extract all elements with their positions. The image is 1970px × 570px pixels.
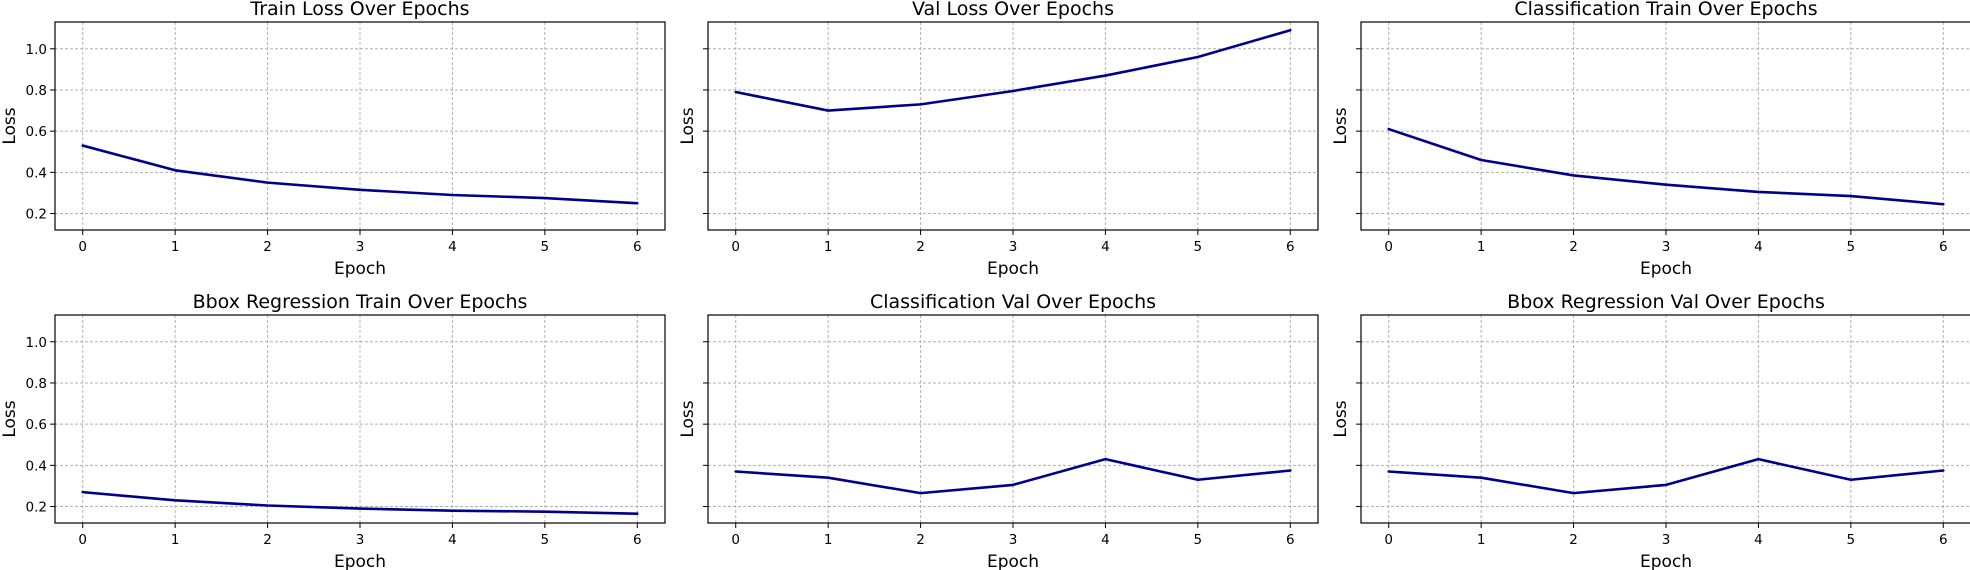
x-tick-label: 5	[1194, 532, 1203, 548]
y-axis-label: Loss	[0, 107, 20, 144]
x-tick-label: 3	[1662, 532, 1671, 548]
x-tick-label: 5	[541, 532, 550, 548]
chart-panel-6: 0 1 2 3 4 5 6 Bbox Regression Val Over Epochs Ep…	[1331, 291, 1970, 570]
chart-title: Bbox Regression Train Over Epochs	[193, 291, 528, 313]
x-tick-label: 3	[1662, 239, 1671, 255]
x-tick-label: 0	[1384, 239, 1393, 255]
x-tick-label: 5	[1847, 239, 1856, 255]
y-tick-label: 0.8	[26, 376, 47, 392]
x-tick-label: 5	[1194, 239, 1203, 255]
x-tick-label: 2	[916, 239, 925, 255]
chart-title: Train Loss Over Epochs	[249, 0, 469, 20]
y-tick-label: 0.6	[26, 124, 47, 140]
x-axis-label: Epoch	[334, 259, 386, 279]
chart-panel-5: 0 1 2 3 4 5 6 Classification Val Over Epochs Epo…	[678, 291, 1319, 570]
chart-panel-2: 0 1 2 3 4 5 6 Val Loss Over Epochs Epoch Loss	[678, 0, 1319, 279]
x-tick-label: 2	[1569, 239, 1578, 255]
x-tick-label: 1	[171, 532, 180, 548]
x-tick-label: 4	[448, 532, 457, 548]
chart-title: Val Loss Over Epochs	[912, 0, 1114, 20]
y-tick-label: 1.0	[26, 42, 47, 58]
x-tick-label: 6	[1286, 532, 1295, 548]
x-tick-label: 5	[1847, 532, 1856, 548]
y-tick-label: 0.4	[26, 165, 47, 181]
chart-title: Classification Train Over Epochs	[1514, 0, 1817, 20]
x-tick-label: 0	[731, 239, 740, 255]
x-tick-label: 4	[448, 239, 457, 255]
x-tick-label: 2	[1569, 532, 1578, 548]
x-tick-label: 4	[1754, 239, 1763, 255]
x-tick-label: 1	[824, 239, 833, 255]
x-tick-label: 4	[1101, 532, 1110, 548]
chart-title: Classification Val Over Epochs	[870, 291, 1156, 313]
y-axis-label: Loss	[678, 400, 698, 437]
x-tick-label: 3	[1009, 239, 1018, 255]
x-tick-label: 6	[1286, 239, 1295, 255]
x-axis-label: Epoch	[1640, 552, 1692, 570]
y-axis-label: Loss	[678, 107, 698, 144]
y-axis-label: Loss	[1331, 107, 1351, 144]
x-tick-label: 5	[541, 239, 550, 255]
x-tick-label: 2	[263, 239, 272, 255]
x-tick-label: 4	[1754, 532, 1763, 548]
x-tick-label: 6	[1939, 239, 1948, 255]
y-tick-label: 0.2	[26, 500, 47, 516]
x-tick-label: 1	[1477, 532, 1486, 548]
x-axis-label: Epoch	[987, 259, 1039, 279]
x-tick-label: 6	[633, 532, 642, 548]
chart-panel-4: 0 1 2 3 4 5 6 0.2 0.4 0.6 0.8 1.0 Bbox Regression Tr…	[0, 291, 666, 570]
y-axis-label: Loss	[1331, 400, 1351, 437]
x-tick-label: 0	[78, 239, 87, 255]
chart-panel-3: 0 1 2 3 4 5 6 Classification Train Over Epochs E…	[1331, 0, 1970, 279]
x-tick-label: 1	[824, 532, 833, 548]
x-tick-label: 2	[263, 532, 272, 548]
x-tick-label: 3	[356, 239, 365, 255]
y-tick-label: 0.4	[26, 458, 47, 474]
x-axis-label: Epoch	[334, 552, 386, 570]
x-tick-label: 6	[633, 239, 642, 255]
y-tick-label: 0.2	[26, 207, 47, 223]
x-tick-label: 0	[731, 532, 740, 548]
y-tick-label: 1.0	[26, 335, 47, 351]
x-tick-label: 1	[171, 239, 180, 255]
x-tick-label: 2	[916, 532, 925, 548]
x-tick-label: 0	[1384, 532, 1393, 548]
y-tick-label: 0.6	[26, 417, 47, 433]
x-tick-label: 0	[78, 532, 87, 548]
x-axis-label: Epoch	[987, 552, 1039, 570]
y-axis-label: Loss	[0, 400, 20, 437]
x-tick-label: 6	[1939, 532, 1948, 548]
chart-title: Bbox Regression Val Over Epochs	[1507, 291, 1825, 313]
x-axis-label: Epoch	[1640, 259, 1692, 279]
x-tick-label: 3	[1009, 532, 1018, 548]
chart-panel-1: 0 1 2 3 4 5 6 0.2 0.4 0.6 0.8 1.0 Train Loss Over Ep…	[0, 0, 666, 279]
x-tick-label: 4	[1101, 239, 1110, 255]
x-tick-label: 3	[356, 532, 365, 548]
x-tick-label: 1	[1477, 239, 1486, 255]
y-tick-label: 0.8	[26, 83, 47, 99]
